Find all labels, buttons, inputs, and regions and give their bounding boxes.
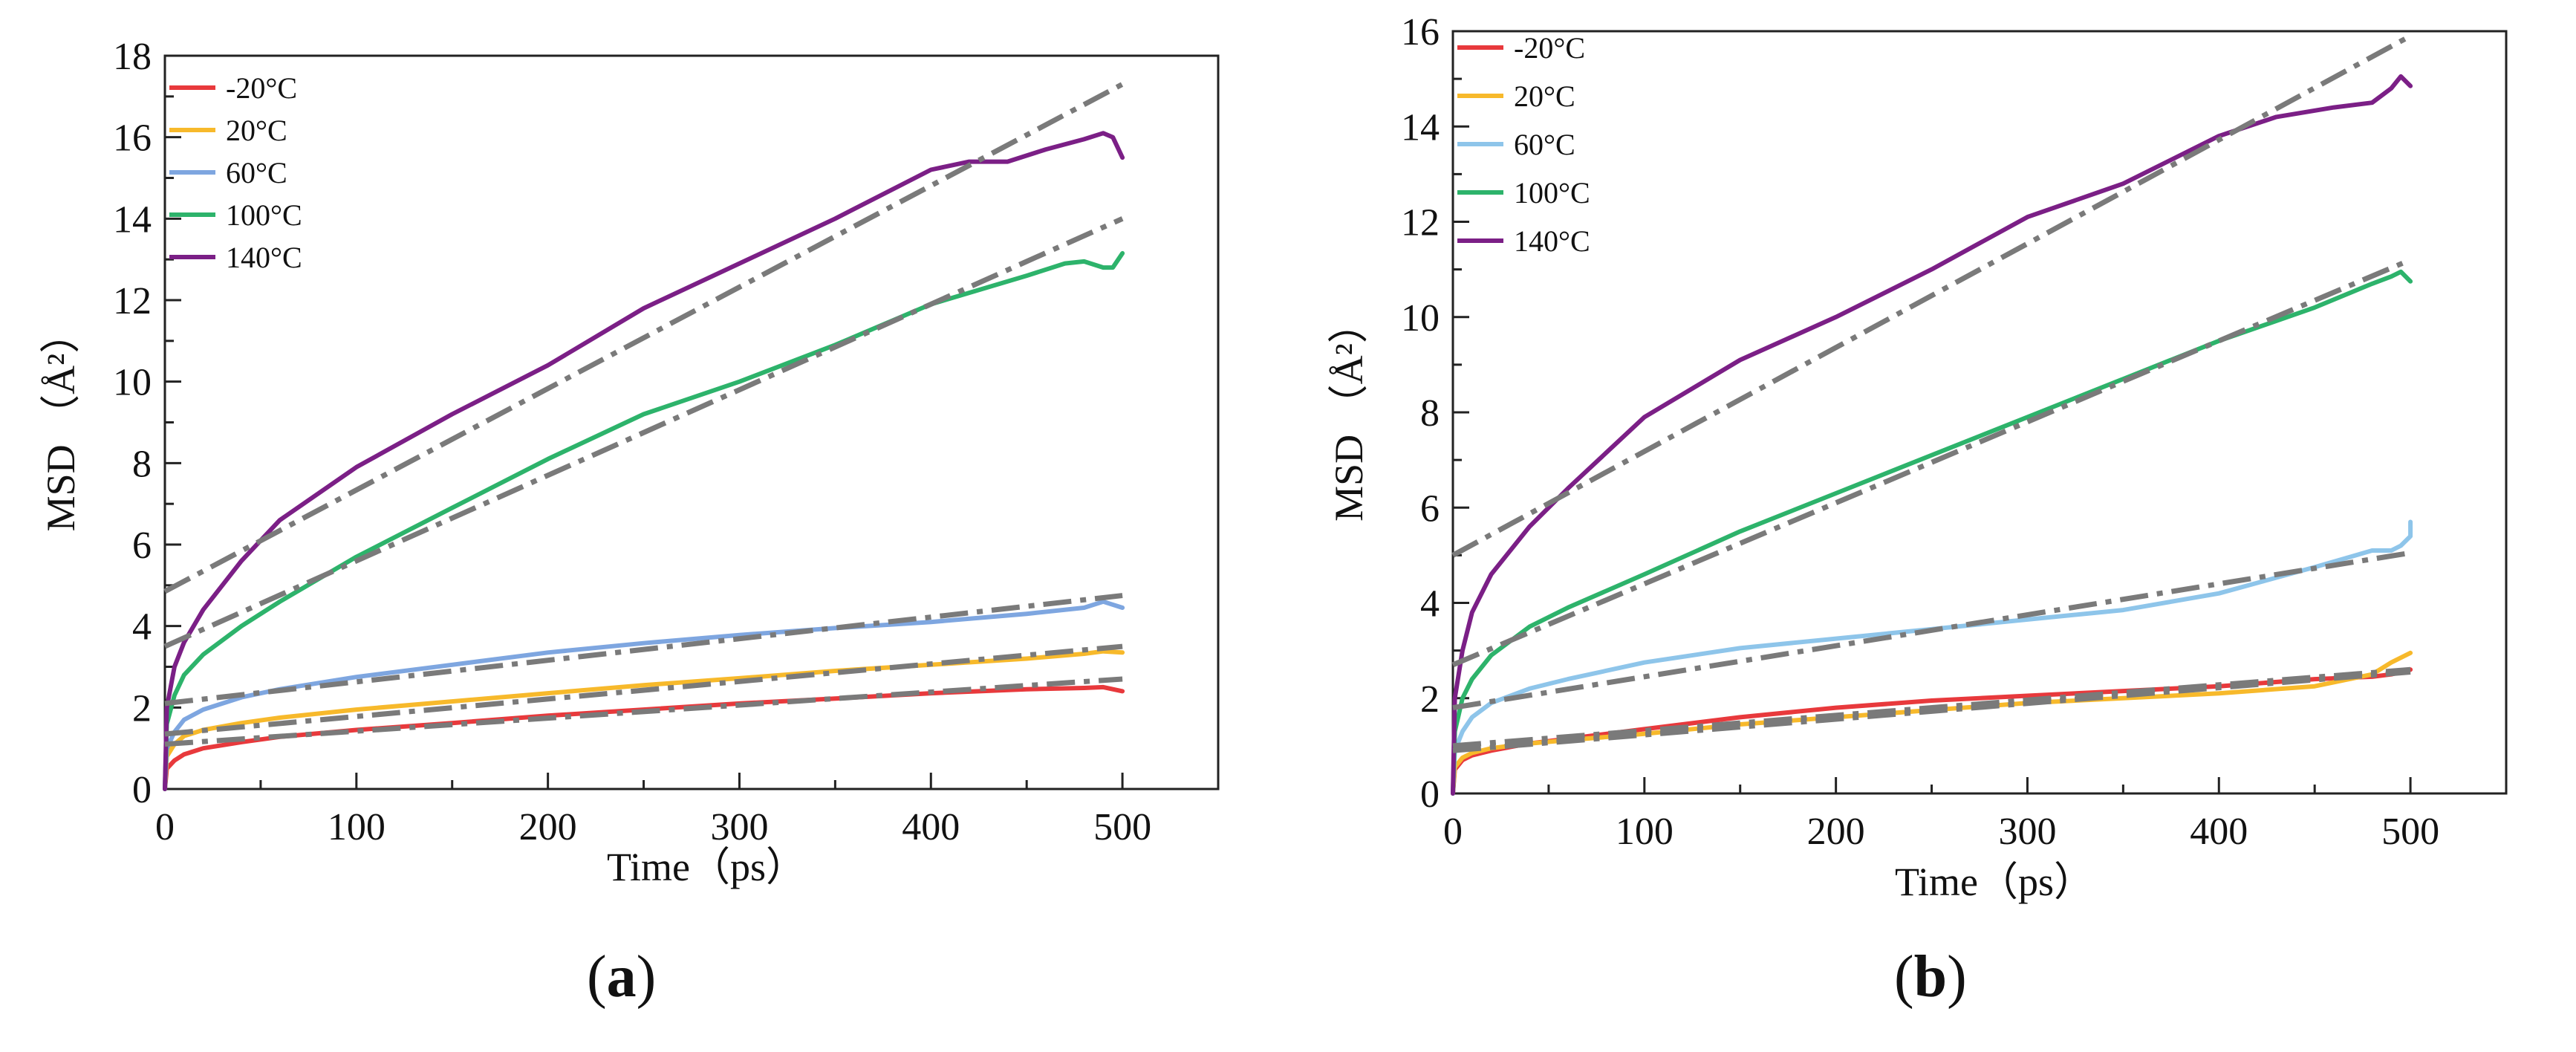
legend-label-1: -20°C <box>1514 31 1585 65</box>
x-tick-label: 0 <box>1443 811 1463 853</box>
y-tick-label: 12 <box>113 280 152 322</box>
series-line-2 <box>163 649 1125 791</box>
chart-a-svg: 0 100 200 300 400 500 0 2 4 6 8 10 12 14 16 18 Time（ps） M… <box>39 36 1220 889</box>
y-tick-label: 12 <box>1401 202 1440 244</box>
y-tick-label: 14 <box>113 198 152 241</box>
legend-label-2: 20°C <box>1514 79 1575 113</box>
x-tick-label: 0 <box>155 806 175 848</box>
y-tick-label: 4 <box>1420 583 1440 626</box>
x-tick-label: 100 <box>1616 811 1674 853</box>
series-line-3 <box>1451 519 2413 796</box>
y-tick-label: 2 <box>1420 678 1440 721</box>
series-line-3 <box>163 599 1125 791</box>
x-tick-label: 300 <box>710 806 768 848</box>
fit-line-3 <box>1452 550 2411 711</box>
plot-frame <box>163 54 1220 790</box>
fit-line-5 <box>1451 33 2412 558</box>
legend-label-3: 60°C <box>1514 128 1575 161</box>
y-tick-label: 14 <box>1401 106 1440 149</box>
chart-panel-a: 0 100 200 300 400 500 0 2 4 6 8 10 12 14 16 18 Time（ps） M… <box>39 36 1220 1010</box>
fit-line-1 <box>1452 666 2411 749</box>
legend-label-5: 140°C <box>1514 224 1590 258</box>
fit-line-4 <box>1451 257 2412 668</box>
y-tick-label: 16 <box>113 117 152 160</box>
fit-line-3 <box>164 593 1123 707</box>
legend-label-4: 100°C <box>1514 176 1590 210</box>
legend-label-5: 140°C <box>226 241 302 274</box>
legend-label-4: 100°C <box>226 198 302 232</box>
fit-line-2 <box>164 643 1123 737</box>
legend-label-2: 20°C <box>226 114 287 147</box>
series-line-4 <box>163 250 1125 791</box>
fit-line-5 <box>163 82 1124 594</box>
y-tick-label: 8 <box>132 443 152 485</box>
y-tick-label: 18 <box>113 36 152 78</box>
x-axis-label: Time（ps） <box>1895 860 2094 904</box>
x-tick-label: 400 <box>2190 811 2248 853</box>
fit-line-2 <box>1452 669 2411 753</box>
legend-label-3: 60°C <box>226 156 287 189</box>
y-tick-label: 10 <box>113 362 152 404</box>
chart-panel-b: 0 100 200 300 400 500 0 2 4 6 8 10 12 14 16 Time（ps） MSD… <box>1288 0 2576 1052</box>
y-axis-label: MSD （Å²） <box>1327 303 1371 522</box>
x-tick-label: 300 <box>1998 811 2056 853</box>
fit-line-1 <box>164 676 1123 747</box>
x-tick-label: 200 <box>1807 811 1865 853</box>
panel-label-a: (a) <box>587 944 657 1010</box>
y-tick-label: 2 <box>132 687 152 730</box>
y-tick-label: 6 <box>132 525 152 567</box>
y-tick-label: 4 <box>132 606 152 649</box>
panel-label-b: (b) <box>1894 944 1967 1010</box>
y-tick-label: 8 <box>1420 392 1440 435</box>
x-tick-label: 100 <box>328 806 386 848</box>
series-line-4 <box>1451 269 2413 796</box>
series-line-5 <box>1451 74 2413 796</box>
y-tick-label: 16 <box>1401 11 1440 53</box>
y-tick-label: 0 <box>1420 773 1440 816</box>
series-line-1 <box>163 684 1125 791</box>
fit-line-4 <box>163 216 1124 649</box>
x-tick-label: 500 <box>2381 811 2439 853</box>
y-axis-label: MSD （Å²） <box>39 314 83 532</box>
y-tick-label: 10 <box>1401 297 1440 340</box>
x-axis-label: Time（ps） <box>607 845 806 889</box>
y-tick-label: 0 <box>132 769 152 811</box>
chart-b-svg: 0 100 200 300 400 500 0 2 4 6 8 10 12 14 16 Time（ps） MSD… <box>1327 11 2508 904</box>
legend-label-1: -20°C <box>226 71 297 105</box>
x-tick-label: 500 <box>1093 806 1151 848</box>
y-tick-label: 6 <box>1420 487 1440 530</box>
x-tick-label: 400 <box>902 806 960 848</box>
series-line-5 <box>163 131 1125 791</box>
x-tick-label: 200 <box>519 806 577 848</box>
